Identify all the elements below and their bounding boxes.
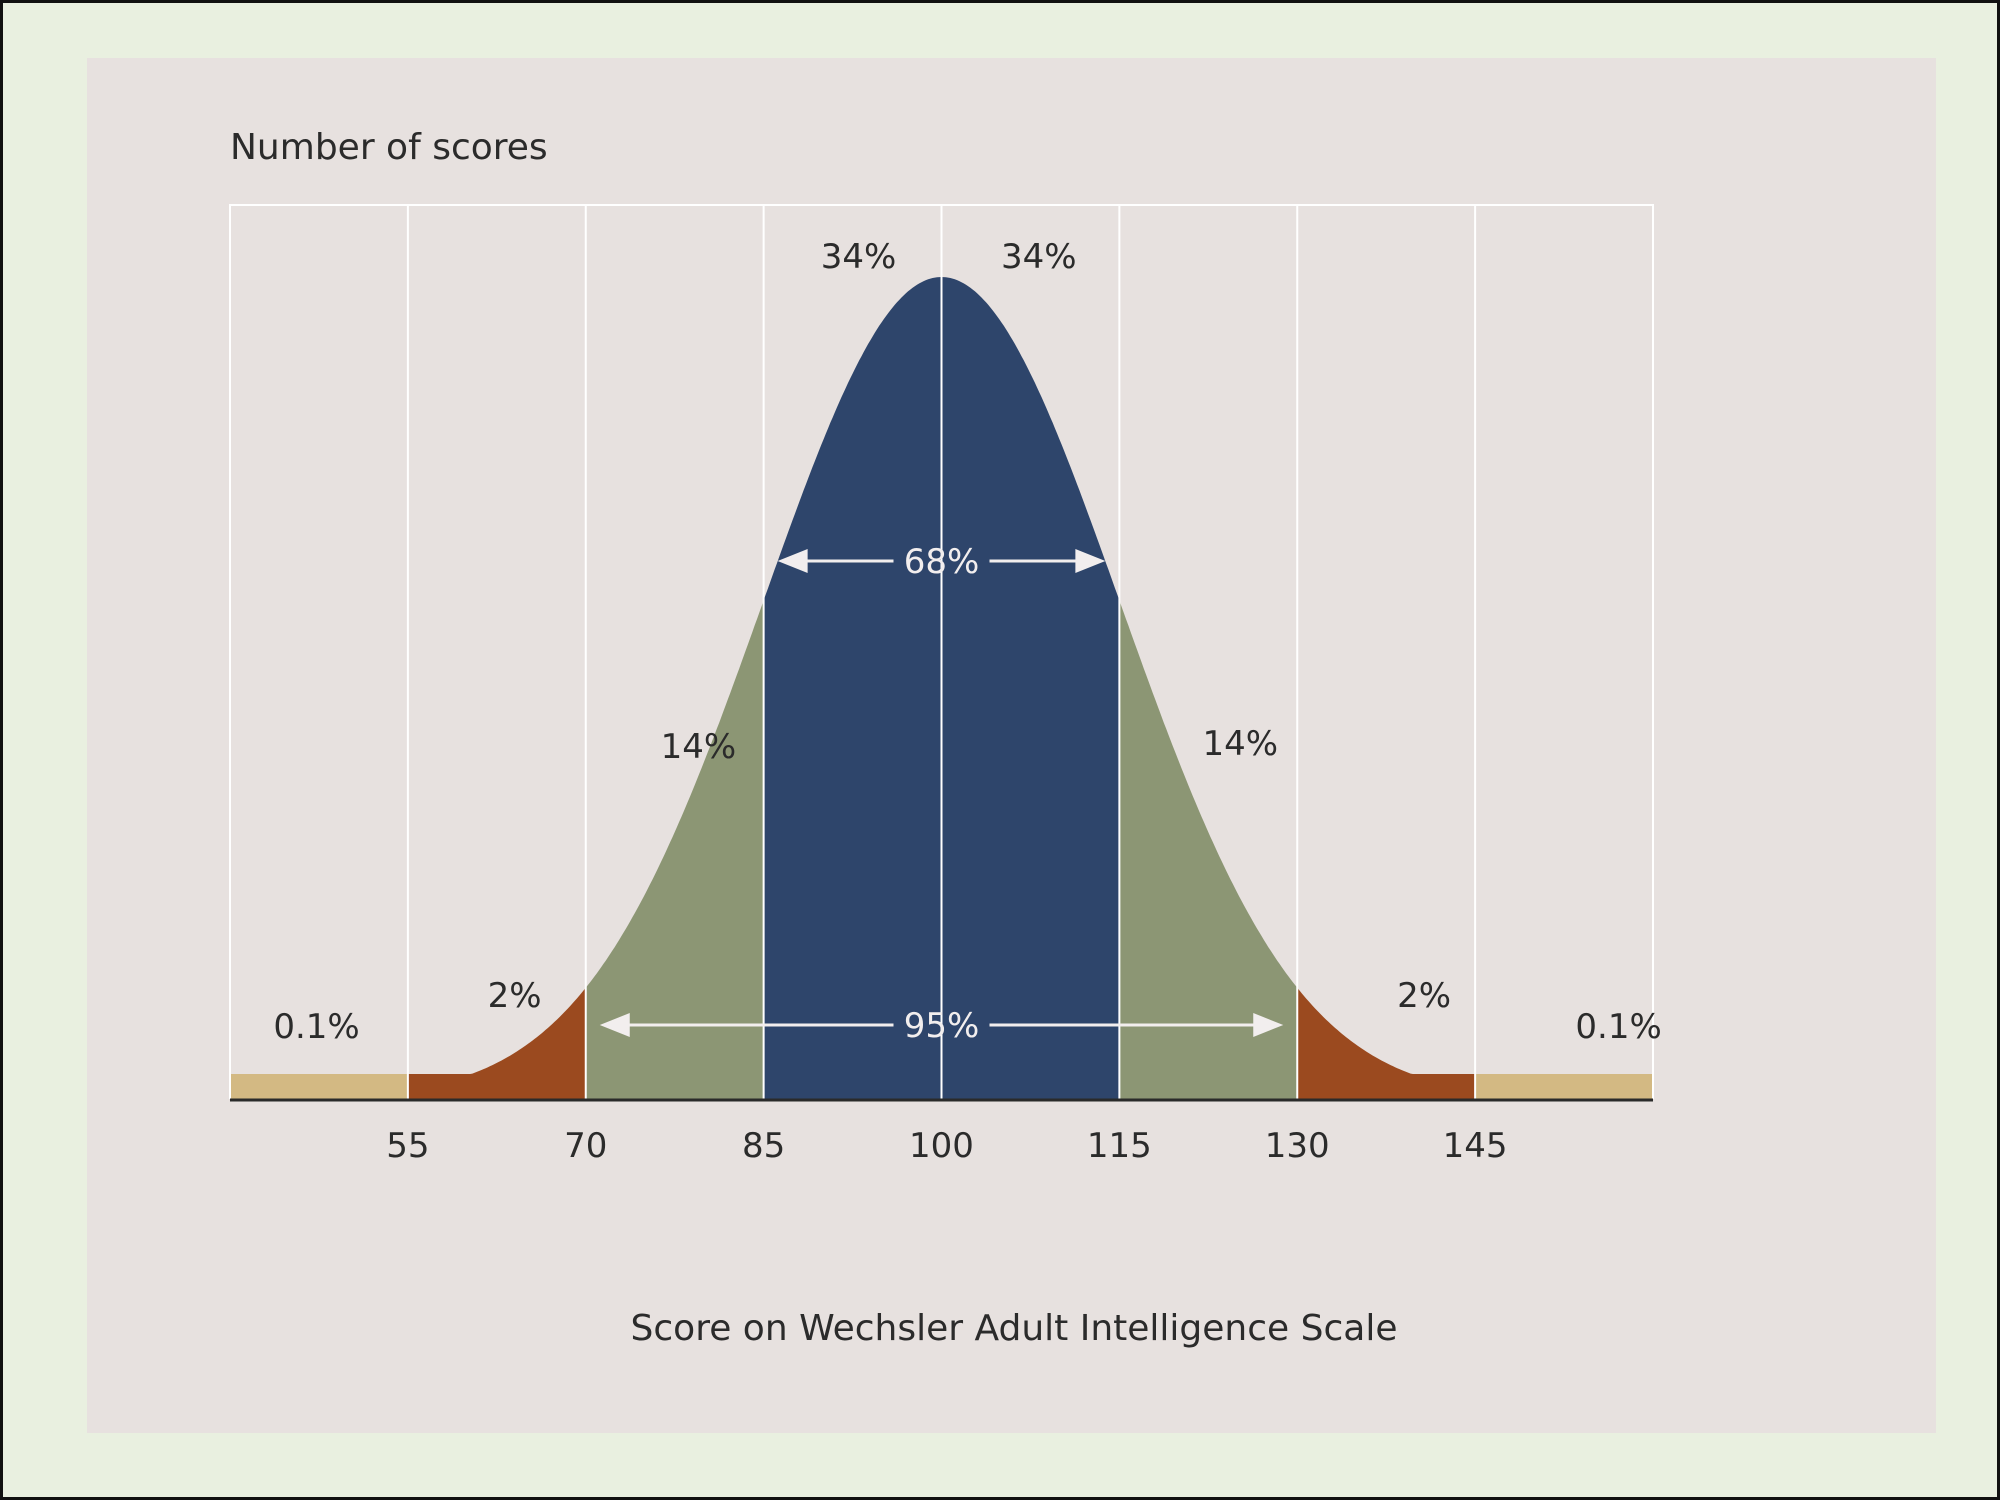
band-area-5 bbox=[1119, 600, 1298, 1099]
band-area-6 bbox=[1297, 987, 1476, 1099]
annotation-arrowhead-left-1 bbox=[599, 1013, 630, 1037]
band-label-6: 2% bbox=[1397, 976, 1451, 1016]
x-tick-label-55: 55 bbox=[386, 1126, 429, 1166]
annotation-label-1: 95% bbox=[904, 1006, 980, 1046]
band-label-5: 14% bbox=[1203, 724, 1279, 764]
x-tick-label-115: 115 bbox=[1087, 1126, 1152, 1166]
band-label-7: 0.1% bbox=[1575, 1007, 1661, 1047]
band-area-0 bbox=[230, 1074, 408, 1099]
x-axis-label: Score on Wechsler Adult Intelligence Sca… bbox=[631, 1308, 1398, 1349]
band-label-0: 0.1% bbox=[273, 1007, 359, 1047]
band-area-2 bbox=[585, 600, 764, 1099]
band-area-3 bbox=[763, 277, 942, 1099]
x-tick-label-145: 145 bbox=[1443, 1126, 1508, 1166]
band-label-1: 2% bbox=[488, 976, 542, 1016]
band-label-4: 34% bbox=[1001, 237, 1077, 277]
annotation-arrowhead-left-0 bbox=[777, 549, 808, 573]
x-tick-label-100: 100 bbox=[909, 1126, 974, 1166]
band-label-2: 14% bbox=[661, 727, 737, 767]
normal-distribution-chart: Number of scores Score on Wechsler Adult… bbox=[229, 127, 1662, 1349]
band-label-3: 34% bbox=[821, 237, 897, 277]
x-tick-label-70: 70 bbox=[564, 1126, 607, 1166]
x-tick-label-85: 85 bbox=[742, 1126, 785, 1166]
band-area-1 bbox=[407, 987, 586, 1099]
y-axis-label: Number of scores bbox=[230, 127, 548, 168]
chart-panel: Number of scores Score on Wechsler Adult… bbox=[87, 58, 1936, 1433]
x-tick-label-130: 130 bbox=[1265, 1126, 1330, 1166]
annotation-arrowhead-right-0 bbox=[1075, 549, 1106, 573]
band-area-4 bbox=[941, 277, 1120, 1099]
annotation-label-0: 68% bbox=[904, 542, 980, 582]
band-area-7 bbox=[1475, 1074, 1653, 1099]
annotation-arrowhead-right-1 bbox=[1253, 1013, 1284, 1037]
